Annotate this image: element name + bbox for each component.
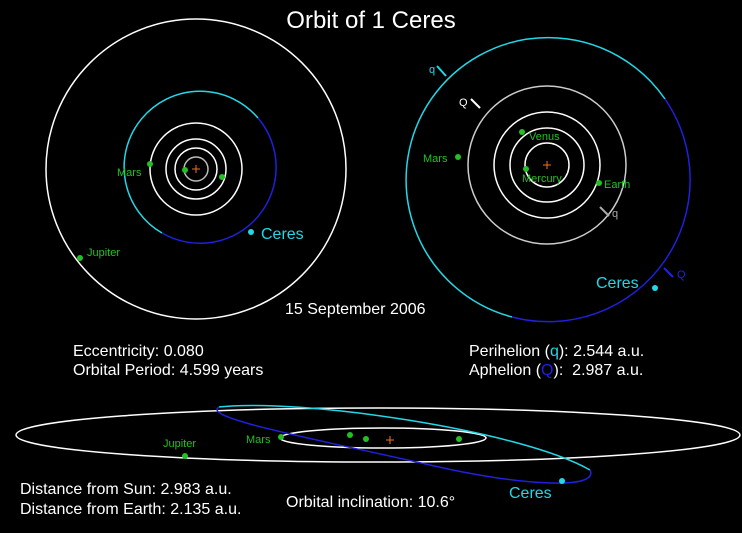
side-view: Jupiter Mars Ceres	[15, 404, 741, 502]
earth-q-label: q	[612, 208, 618, 220]
ceres-orbit-below	[216, 406, 592, 484]
mars-orbit	[149, 122, 243, 216]
perihelion: Perihelion (q): 2.544 a.u.	[469, 343, 644, 360]
text: ): 2.544 a.u.	[559, 343, 644, 360]
ceres-label: Ceres	[596, 275, 639, 292]
text: Aphelion (	[469, 362, 542, 379]
mars-label: Mars	[423, 153, 448, 165]
ceres-dot	[248, 229, 254, 235]
planet-dot	[363, 436, 369, 442]
sun	[192, 165, 200, 173]
mercury-label: Mercury	[522, 173, 562, 185]
venus-orbit	[509, 127, 585, 203]
symbol: q	[550, 343, 559, 360]
venus-label: Venus	[529, 131, 560, 143]
earth-label: Earth	[604, 179, 630, 191]
mars-orbit	[467, 85, 627, 245]
sun	[386, 436, 394, 444]
earth-q-marker	[599, 206, 610, 217]
q-label: q	[429, 64, 435, 76]
Q-label: Q	[459, 97, 468, 109]
orbital-period: Orbital Period: 4.599 years	[73, 362, 263, 379]
mars-dot	[147, 161, 153, 167]
ceres-orbit-below	[511, 98, 691, 323]
jupiter-label: Jupiter	[163, 438, 196, 450]
jupiter-dot	[182, 453, 188, 459]
ceres-orbit-above	[218, 404, 591, 471]
jupiter-dot	[77, 255, 83, 261]
earth-orbit	[493, 111, 601, 219]
aphelion: Aphelion (Q): 2.987 a.u.	[469, 362, 643, 379]
mars-dot	[278, 434, 284, 440]
mars-label: Mars	[246, 434, 271, 446]
jupiter-orbit	[15, 407, 741, 463]
ceres-orbit-above	[123, 90, 259, 234]
date: 15 September 2006	[285, 301, 426, 318]
mercury-orbit	[524, 142, 570, 188]
ceres-label: Ceres	[261, 226, 304, 243]
venus-orbit	[174, 147, 218, 191]
text: Perihelion (	[469, 343, 551, 360]
symbol: Q	[541, 362, 553, 379]
top-view: Mars Jupiter Ceres	[45, 18, 347, 320]
ceres-orbit-below	[161, 117, 277, 244]
mars-dot	[455, 154, 461, 160]
venus-dot	[219, 174, 225, 180]
planet-dot	[347, 432, 353, 438]
ceres-dot	[652, 285, 658, 291]
venus-dot	[519, 129, 525, 135]
ceres-Q-label: Q	[677, 269, 686, 281]
earth-orbit	[165, 138, 227, 200]
text: ): 2.987 a.u.	[554, 362, 644, 379]
earth-dot	[182, 167, 188, 173]
ceres-orbit-above	[405, 36, 666, 318]
ceres-Q-marker	[663, 267, 674, 278]
inclination: Orbital inclination: 10.6°	[286, 494, 455, 511]
eccentricity: Eccentricity: 0.080	[73, 343, 204, 360]
distance-sun: Distance from Sun: 2.983 a.u.	[20, 481, 232, 498]
mercury-dot	[523, 166, 529, 172]
perihelion-marker	[436, 65, 447, 77]
planet-dot	[456, 436, 462, 442]
ceres-dot	[559, 478, 565, 484]
aphelion-marker	[470, 98, 481, 109]
sun	[543, 161, 551, 169]
ceres-label: Ceres	[509, 485, 552, 502]
mars-label: Mars	[117, 167, 142, 179]
earth-dot	[596, 180, 602, 186]
distance-earth: Distance from Earth: 2.135 a.u.	[20, 501, 241, 518]
jupiter-orbit	[45, 18, 347, 320]
perihelion-view: q Q Venus Mercury Earth Mars q Ceres Q	[405, 36, 691, 323]
title: Orbit of 1 Ceres	[286, 7, 455, 34]
jupiter-label: Jupiter	[87, 247, 120, 259]
